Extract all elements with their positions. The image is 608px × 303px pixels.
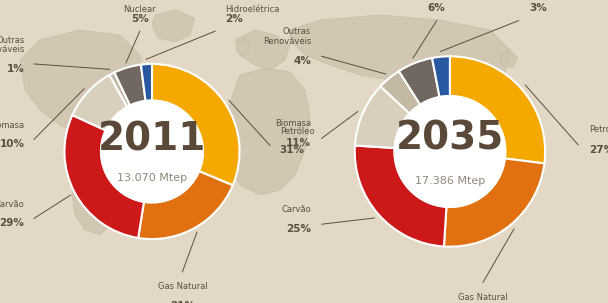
Polygon shape <box>225 68 310 195</box>
Text: Petróleo: Petróleo <box>589 125 608 134</box>
Text: 3%: 3% <box>529 3 547 13</box>
Text: Gas Natural: Gas Natural <box>157 281 207 291</box>
Text: 21%: 21% <box>170 301 195 303</box>
Text: 2035: 2035 <box>396 119 504 157</box>
Text: Outras
Renováveis: Outras Renováveis <box>263 27 311 46</box>
Polygon shape <box>290 15 510 95</box>
Text: Carvão: Carvão <box>282 205 311 214</box>
Polygon shape <box>152 10 195 42</box>
Text: 2%: 2% <box>225 14 243 24</box>
Polygon shape <box>455 168 535 215</box>
Wedge shape <box>354 145 446 247</box>
Text: Nuclear: Nuclear <box>123 5 156 14</box>
Text: 17.386 Mtep: 17.386 Mtep <box>415 175 485 186</box>
Wedge shape <box>114 65 145 105</box>
Wedge shape <box>381 71 420 114</box>
Text: 13.070 Mtep: 13.070 Mtep <box>117 173 187 183</box>
Text: Petróleo: Petróleo <box>280 127 314 136</box>
Polygon shape <box>382 88 425 135</box>
Text: 27%: 27% <box>589 145 608 155</box>
Text: Carvão: Carvão <box>0 200 24 209</box>
Text: 6%: 6% <box>428 3 446 13</box>
Text: 1%: 1% <box>7 64 24 74</box>
Text: Biomasa: Biomasa <box>0 121 24 130</box>
Polygon shape <box>72 140 130 235</box>
Polygon shape <box>20 30 145 135</box>
Text: 10%: 10% <box>0 139 24 149</box>
Polygon shape <box>455 88 490 115</box>
Wedge shape <box>109 72 130 107</box>
Wedge shape <box>450 56 545 163</box>
Wedge shape <box>141 64 152 101</box>
Wedge shape <box>138 171 233 239</box>
Wedge shape <box>152 64 240 185</box>
Wedge shape <box>432 56 450 97</box>
Polygon shape <box>236 38 250 55</box>
Polygon shape <box>500 50 518 68</box>
Text: 5%: 5% <box>131 14 149 24</box>
Polygon shape <box>235 30 290 70</box>
Text: Hidroelétrica: Hidroelétrica <box>225 5 279 14</box>
Wedge shape <box>355 86 409 148</box>
Text: 4%: 4% <box>293 56 311 66</box>
Text: Gas Natural: Gas Natural <box>458 293 508 302</box>
Text: Outras
Renováveis: Outras Renováveis <box>0 35 24 54</box>
Wedge shape <box>399 58 440 105</box>
Text: 25%: 25% <box>286 224 311 234</box>
Wedge shape <box>444 158 544 247</box>
Wedge shape <box>64 115 144 238</box>
Text: 31%: 31% <box>280 145 305 155</box>
Text: Biomasa: Biomasa <box>275 119 311 128</box>
Circle shape <box>395 96 505 207</box>
Circle shape <box>101 100 203 203</box>
Text: 11%: 11% <box>286 138 311 148</box>
Text: 29%: 29% <box>0 218 24 228</box>
Text: Hidroelétrica: Hidroelétrica <box>529 0 584 2</box>
Wedge shape <box>72 75 127 130</box>
Text: Nuclear: Nuclear <box>420 0 453 2</box>
Text: 2011: 2011 <box>98 120 206 158</box>
